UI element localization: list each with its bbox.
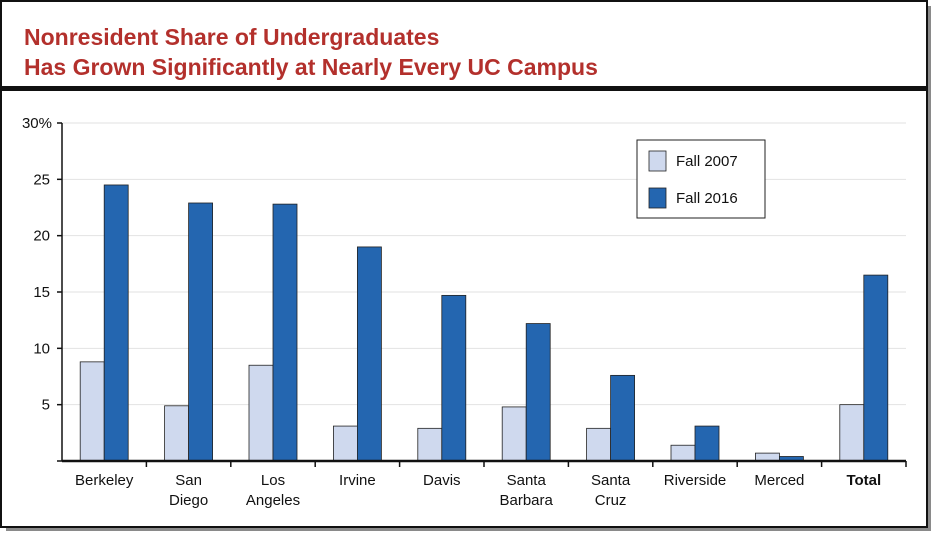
bar-fall-2016: [188, 202, 214, 462]
x-tick-label: San: [175, 472, 202, 489]
title-line-2: Has Grown Significantly at Nearly Every …: [24, 54, 598, 80]
bar-fall-2007: [839, 404, 865, 462]
title-line-1: Nonresident Share of Undergraduates: [24, 24, 440, 50]
bar-fall-2016: [610, 374, 635, 462]
x-tick-label: Merced: [754, 472, 804, 489]
bar-fall-2007: [670, 444, 696, 462]
bar-fall-2007: [332, 425, 358, 462]
x-tick-label: Diego: [169, 492, 208, 509]
title-divider: [2, 86, 926, 91]
bar-fall-2016: [525, 323, 551, 462]
x-tick-label: Los: [261, 472, 285, 489]
x-tick-label: Barbara: [500, 492, 554, 509]
bar-fall-2007: [586, 427, 611, 462]
bar-fall-2007: [501, 406, 527, 462]
x-tick-label: Santa: [507, 472, 547, 489]
x-tick-label: Berkeley: [75, 472, 134, 489]
x-tick-label: Total: [846, 472, 881, 489]
bar-fall-2007: [164, 405, 190, 462]
y-tick-label: 10: [33, 340, 50, 357]
bar-fall-2016: [441, 294, 467, 462]
y-tick-label: 15: [33, 284, 50, 301]
chart-title: Nonresident Share of Undergraduates Has …: [24, 22, 598, 82]
x-tick-label: Davis: [423, 472, 461, 489]
x-tick-label: Santa: [591, 472, 631, 489]
bar-fall-2007: [248, 364, 274, 462]
bar-fall-2016: [103, 184, 129, 462]
x-tick-label: Riverside: [664, 472, 727, 489]
bar-fall-2007: [417, 427, 443, 462]
legend-label: Fall 2007: [676, 153, 738, 170]
legend-swatch: [648, 150, 667, 172]
bar-fall-2016: [694, 425, 720, 462]
y-tick-label: 25: [33, 171, 50, 188]
x-tick-label: Irvine: [339, 472, 376, 489]
bar-fall-2016: [356, 246, 382, 462]
x-tick-label: Angeles: [246, 492, 300, 509]
y-tick-label: 30%: [22, 115, 52, 132]
legend-swatch: [648, 187, 667, 209]
bar-fall-2007: [79, 361, 105, 462]
y-tick-label: 20: [33, 228, 50, 245]
legend-label: Fall 2016: [676, 190, 738, 207]
x-tick-label: Cruz: [595, 492, 627, 509]
bar-fall-2016: [863, 274, 889, 462]
y-tick-label: 5: [42, 397, 50, 414]
bar-fall-2016: [272, 203, 298, 462]
